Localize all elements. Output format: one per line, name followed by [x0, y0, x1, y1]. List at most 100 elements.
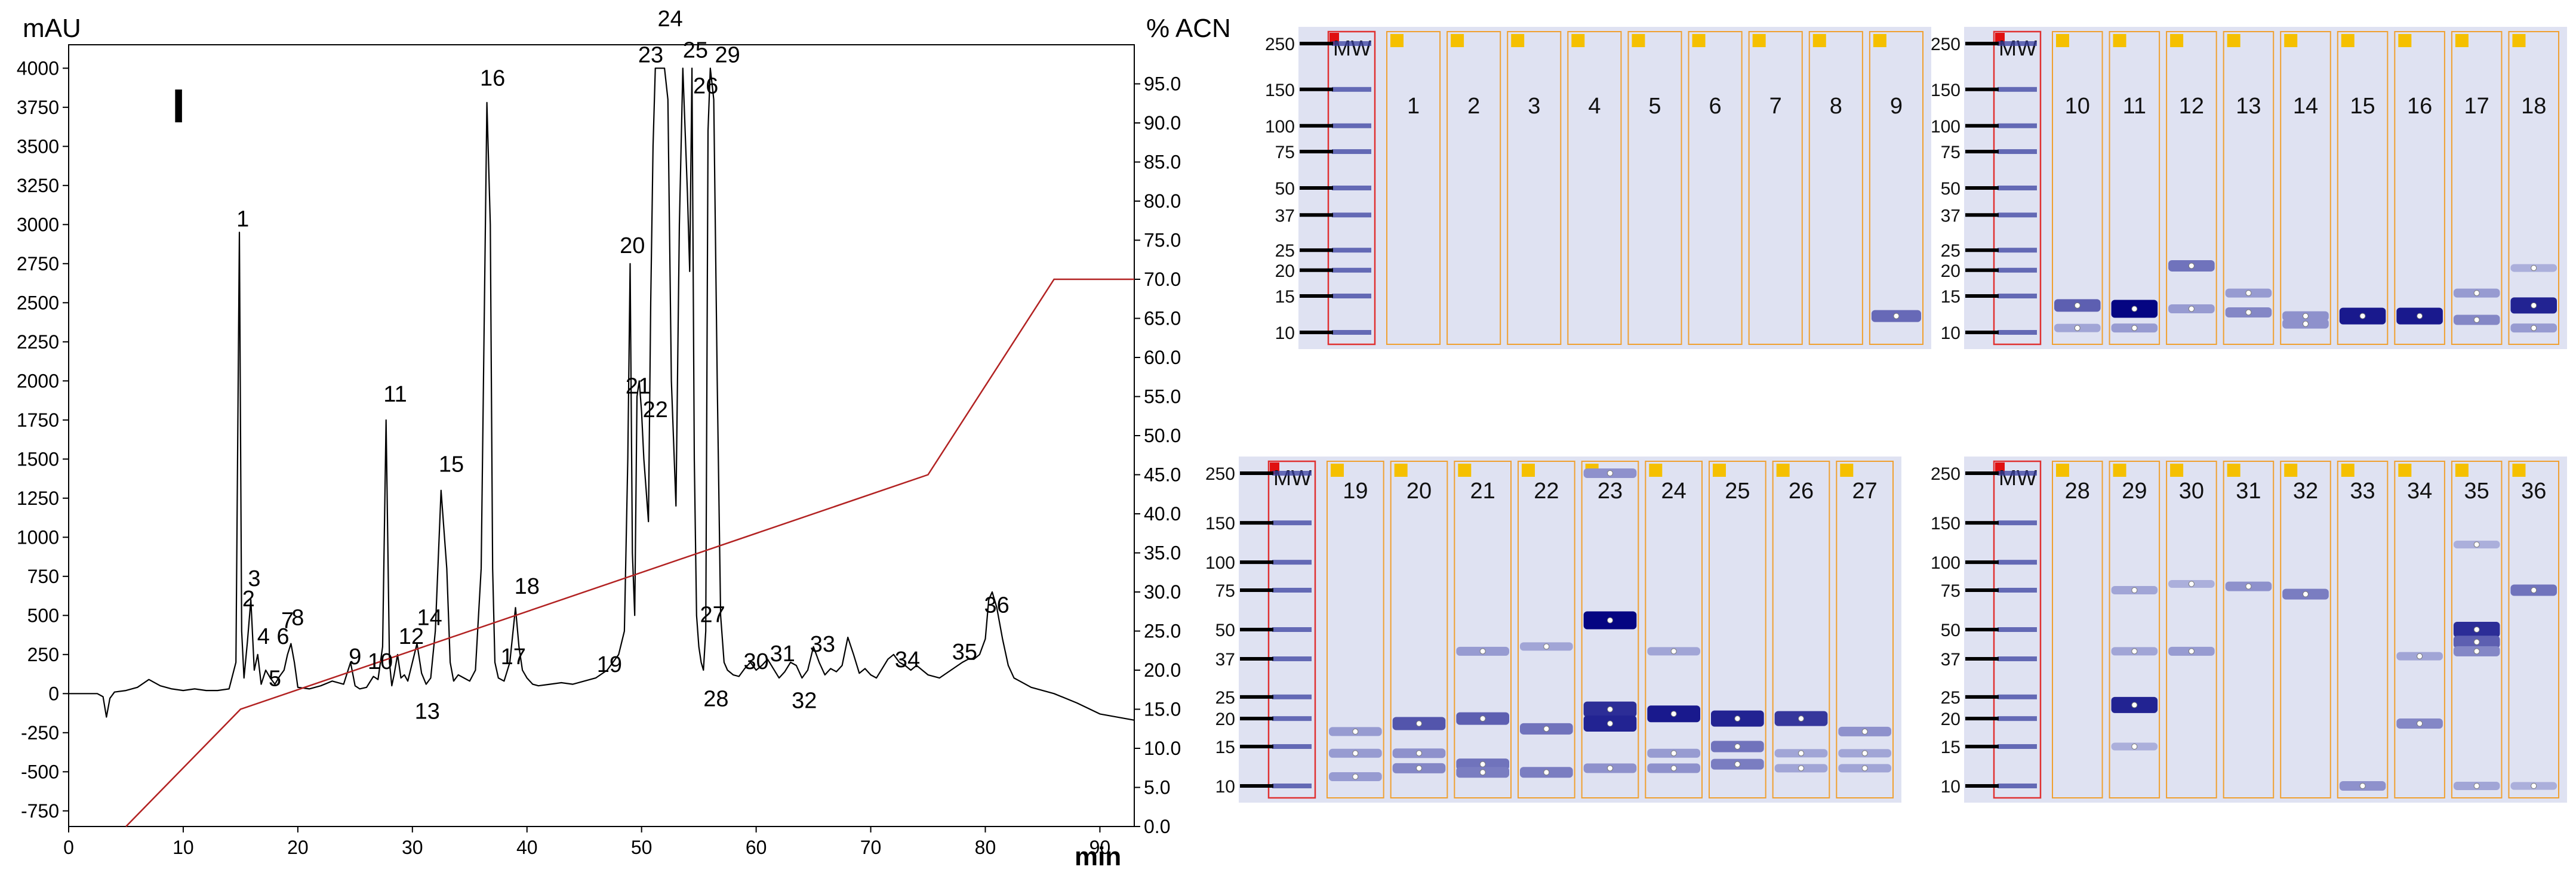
lane-box	[2052, 31, 2103, 345]
band-marker-dot	[1352, 750, 1359, 757]
peak-label: 15	[439, 452, 464, 477]
lane-box	[2394, 461, 2445, 798]
gel-background	[1964, 27, 2567, 349]
y2-tick-label: 75.0	[1144, 230, 1181, 251]
lane-label: 15	[2350, 94, 2375, 119]
marker-band	[1998, 471, 2037, 476]
uv-trace-line	[69, 67, 1135, 721]
marker-band	[1272, 784, 1312, 788]
band-marker-dot	[1607, 765, 1613, 772]
marker-band	[1272, 560, 1312, 565]
marker-band	[1332, 87, 1371, 92]
lane-flag	[2341, 464, 2355, 477]
lane-label: 19	[1343, 479, 1368, 504]
mw-label: 150	[1205, 514, 1235, 533]
peak-label: 28	[703, 687, 728, 712]
band-marker-dot	[1352, 728, 1359, 735]
lane-box	[1688, 31, 1743, 345]
peak-label: 19	[597, 652, 622, 677]
lane-flag	[1752, 34, 1766, 47]
lane-label: 9	[1890, 94, 1903, 119]
band-marker-dot	[1543, 643, 1550, 650]
lane-flag	[2455, 34, 2469, 47]
band-marker-dot	[2473, 648, 2480, 655]
plot-frame	[68, 44, 1135, 827]
marker-band	[1998, 784, 2037, 788]
lane-label: 3	[1528, 94, 1540, 119]
y2-tick-label: 70.0	[1144, 269, 1181, 290]
mw-label: 50	[1941, 621, 1961, 640]
peak-label: 7	[281, 609, 294, 634]
band-marker-dot	[2473, 290, 2480, 297]
mw-label: 75	[1941, 143, 1961, 162]
band-marker-dot	[1861, 750, 1868, 757]
marker-band	[1332, 186, 1371, 190]
peak-label: 27	[700, 602, 725, 627]
mw-label: 10	[1941, 777, 1961, 797]
lane-box	[1454, 461, 1512, 798]
peak-label: 10	[368, 649, 393, 674]
y-axis-label: mAU	[23, 14, 81, 43]
marker-band	[1272, 716, 1312, 721]
x-axis-label: min	[1075, 842, 1121, 871]
band-marker-dot	[2074, 325, 2081, 331]
mw-label: 20	[1941, 261, 1961, 281]
mw-label: 50	[1941, 179, 1961, 199]
panel-label: I	[172, 79, 185, 132]
band-marker-dot	[1670, 648, 1677, 655]
y2-tick-label: 20.0	[1144, 659, 1181, 681]
lane-label: 28	[2065, 479, 2090, 504]
y-tick-label: 3250	[17, 175, 59, 196]
band-marker-dot	[2303, 591, 2309, 597]
peak-label: 6	[276, 624, 289, 649]
lane-flag	[1394, 464, 1408, 477]
band-marker-dot	[2531, 783, 2537, 789]
band-marker-dot	[1479, 648, 1486, 655]
marker-band	[1998, 716, 2037, 721]
marker-band	[1998, 627, 2037, 632]
lane-label: 29	[2122, 479, 2147, 504]
x-tick-label: 80	[975, 837, 996, 858]
peak-label: 35	[952, 640, 977, 665]
band-marker-dot	[1607, 617, 1613, 624]
band-marker-dot	[1893, 313, 1900, 319]
mw-label: 20	[1941, 710, 1961, 729]
acn-gradient-line	[125, 278, 1134, 827]
lane-label: 8	[1830, 94, 1842, 119]
mw-label: 150	[1931, 81, 1961, 100]
lane-flag	[2056, 34, 2069, 47]
marker-band	[1998, 294, 2037, 299]
lane-label: 16	[2407, 94, 2432, 119]
lane-box	[2337, 461, 2389, 798]
lane-label: 26	[1789, 479, 1814, 504]
peak-label: 18	[515, 574, 540, 599]
peak-label: 4	[257, 624, 270, 649]
lane-flag	[2113, 464, 2126, 477]
y-tick-label: -750	[21, 800, 59, 822]
lane-box	[2280, 31, 2331, 345]
marker-band	[1332, 294, 1371, 299]
mw-label: 100	[1265, 117, 1295, 137]
lane-flag	[2284, 464, 2298, 477]
lane-box	[1390, 461, 1448, 798]
lane-label: 32	[2293, 479, 2318, 504]
band-marker-dot	[2473, 783, 2480, 789]
lane-flag	[1571, 34, 1585, 47]
y2-tick-label: 90.0	[1144, 112, 1181, 134]
marker-band	[1332, 212, 1371, 218]
band-marker-dot	[2188, 581, 2195, 587]
y-tick-label: 3750	[17, 97, 59, 118]
y2-tick-label: 85.0	[1144, 152, 1181, 173]
lane-box	[1645, 461, 1703, 798]
mw-label: 15	[1215, 738, 1235, 757]
marker-band	[1998, 41, 2037, 46]
x-tick-label: 40	[516, 837, 538, 858]
y2-tick-label: 15.0	[1144, 699, 1181, 720]
mw-label: 150	[1931, 514, 1961, 533]
lane-flag	[2398, 464, 2412, 477]
lane-flag	[1522, 464, 1535, 477]
band-marker-dot	[2131, 648, 2138, 655]
x-tick-label: 90	[1090, 837, 1111, 858]
